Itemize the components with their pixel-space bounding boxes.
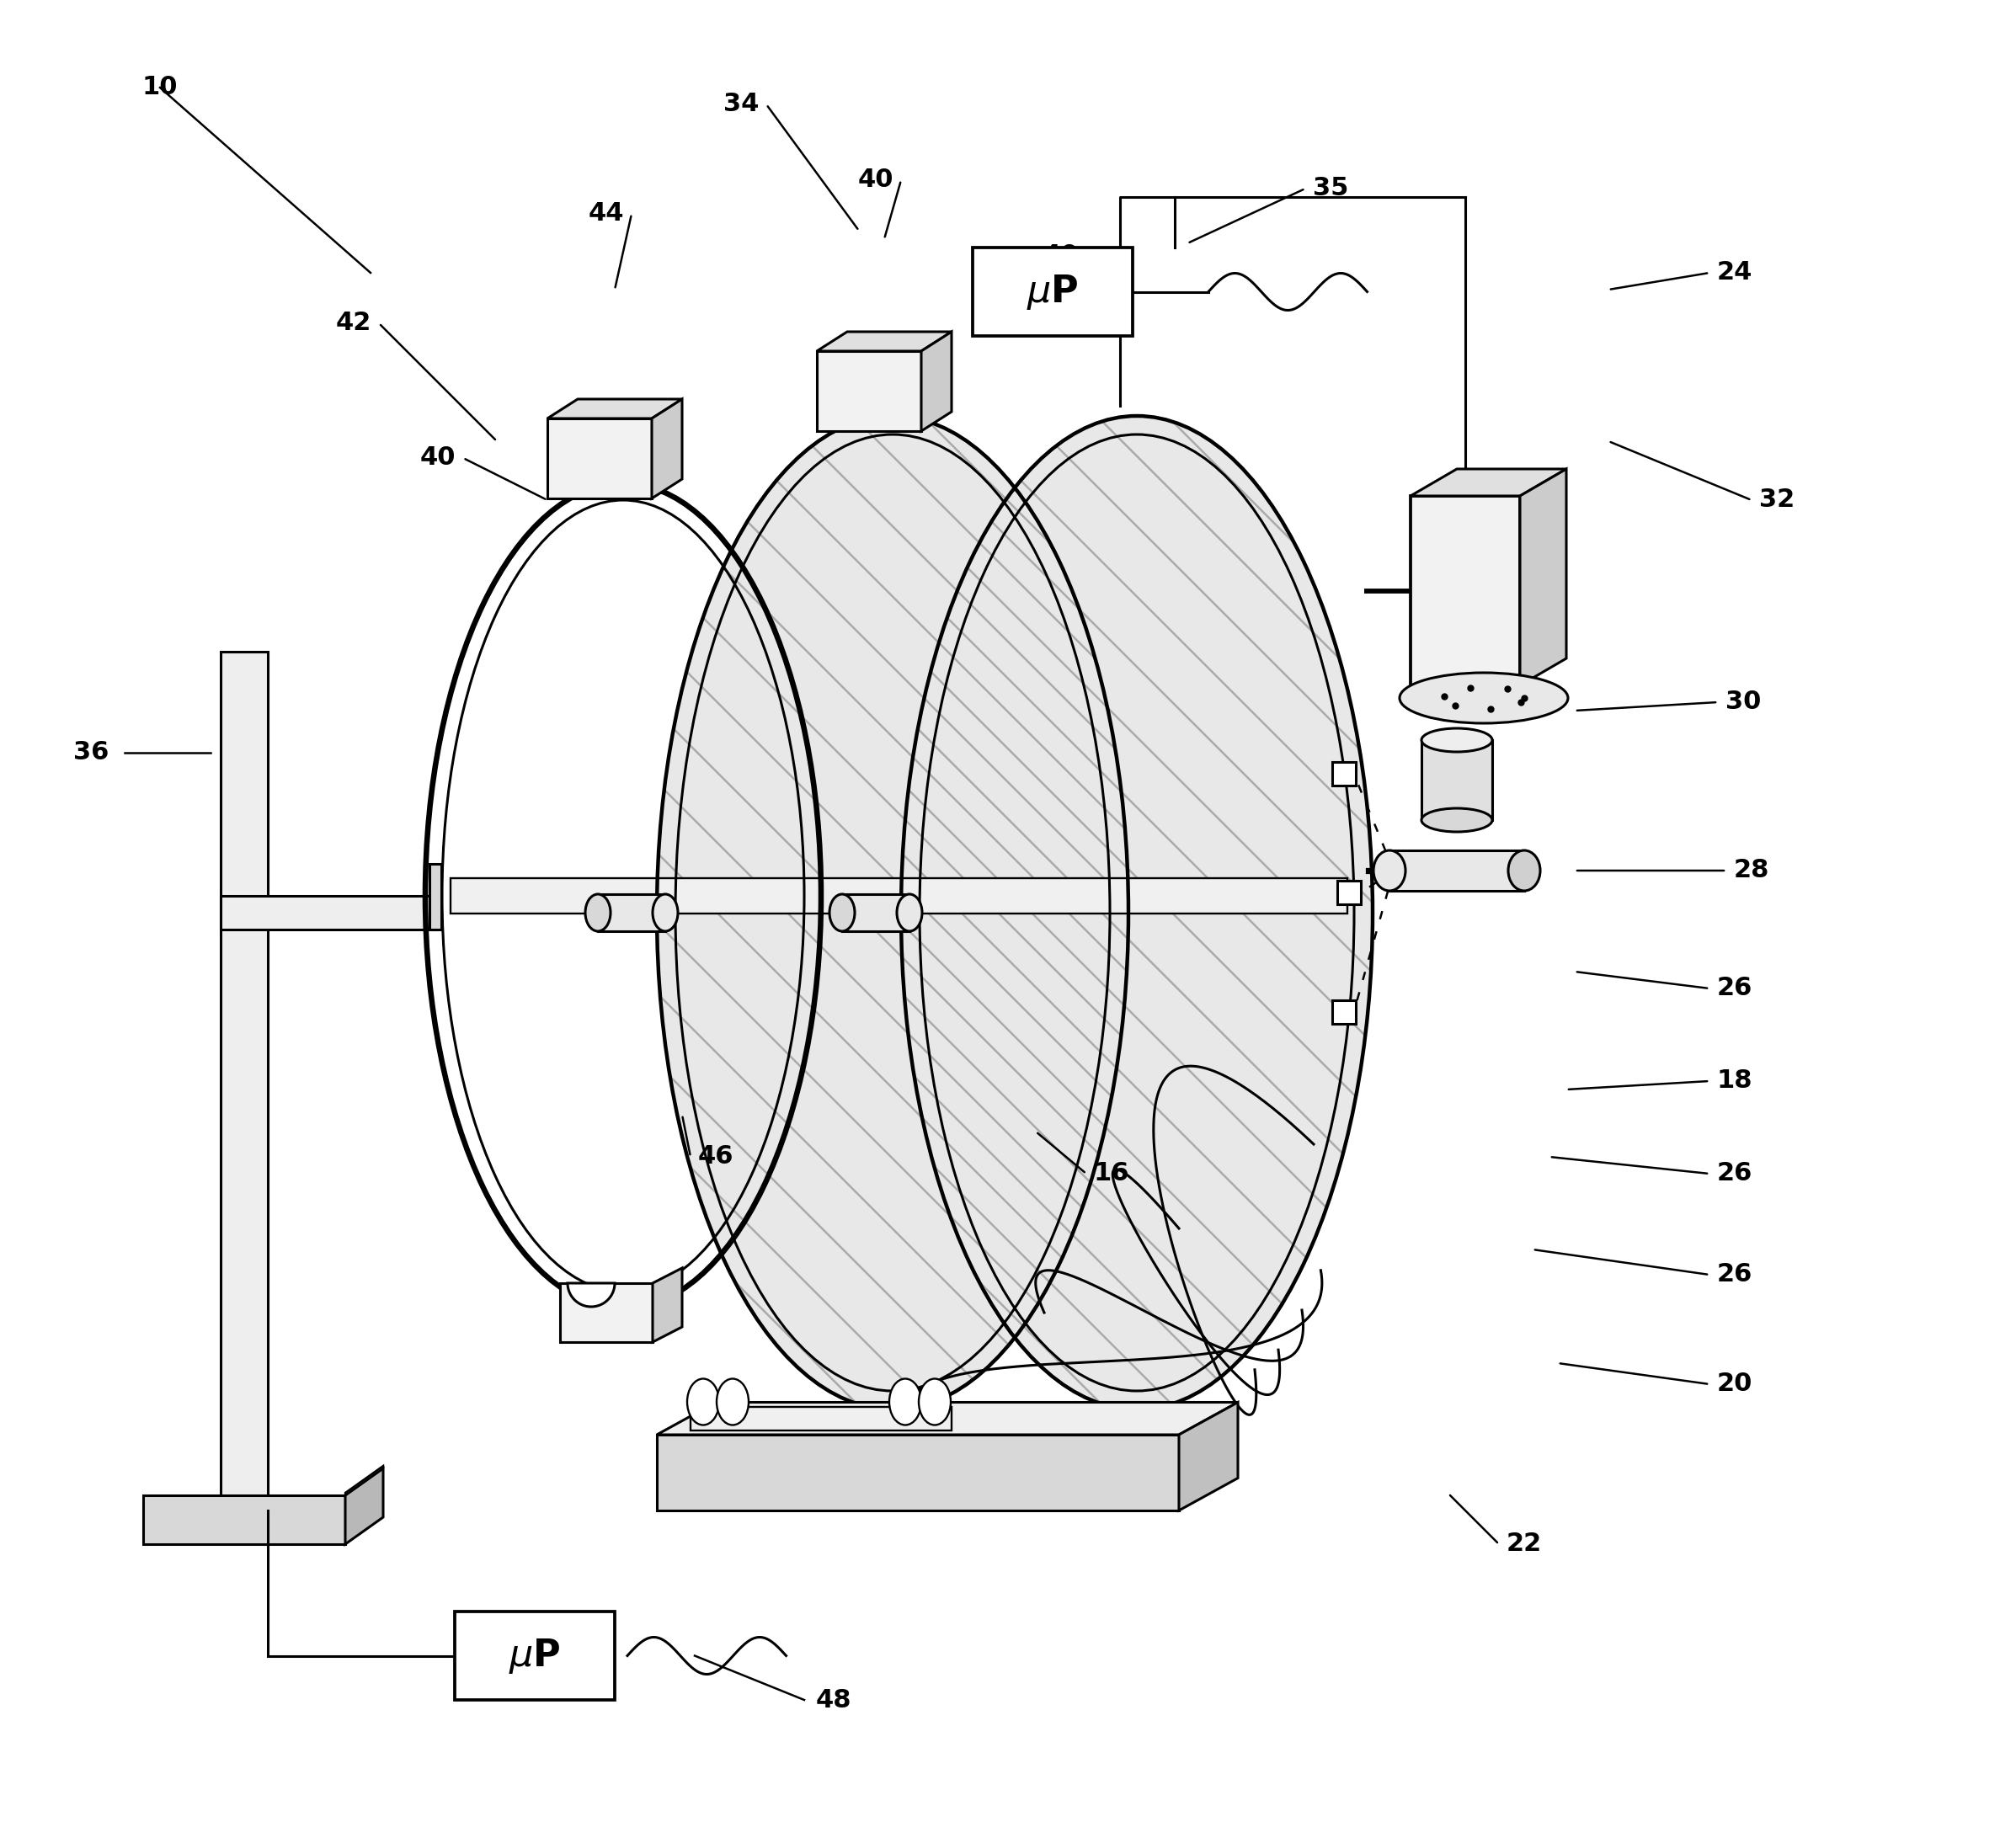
Ellipse shape <box>1421 729 1492 752</box>
Ellipse shape <box>716 1379 748 1425</box>
Text: 10: 10 <box>141 75 177 100</box>
Text: $\mu$P: $\mu$P <box>1026 271 1079 312</box>
Polygon shape <box>653 1268 681 1343</box>
Text: 18: 18 <box>1718 1070 1752 1093</box>
Bar <box>429 864 442 929</box>
Text: 26: 26 <box>1718 1263 1752 1286</box>
Text: 16: 16 <box>1095 1161 1129 1186</box>
Polygon shape <box>816 332 952 352</box>
Text: $\mu$P: $\mu$P <box>508 1636 560 1674</box>
Bar <box>560 1283 653 1343</box>
Text: 48: 48 <box>816 1687 851 1713</box>
Bar <box>220 652 268 1510</box>
Text: 36: 36 <box>73 740 109 765</box>
Bar <box>1333 1000 1357 1024</box>
Bar <box>816 352 921 432</box>
Polygon shape <box>921 332 952 432</box>
Polygon shape <box>1411 468 1566 496</box>
Text: 28: 28 <box>1734 858 1770 884</box>
Ellipse shape <box>829 895 855 931</box>
Polygon shape <box>569 1283 615 1306</box>
Ellipse shape <box>901 415 1373 1410</box>
Polygon shape <box>651 399 681 499</box>
Text: 40: 40 <box>1042 244 1079 268</box>
Bar <box>599 895 665 931</box>
Text: 44: 44 <box>589 202 625 226</box>
Text: 34: 34 <box>724 93 758 117</box>
Text: 30: 30 <box>1726 691 1762 714</box>
Bar <box>548 419 651 499</box>
Ellipse shape <box>1508 851 1540 891</box>
Bar <box>657 1434 1179 1510</box>
Ellipse shape <box>1421 809 1492 833</box>
Text: 24: 24 <box>1718 261 1752 284</box>
Bar <box>1389 851 1524 891</box>
Text: 20: 20 <box>1718 1372 1752 1396</box>
Bar <box>456 1611 615 1700</box>
Polygon shape <box>657 1403 1238 1434</box>
Polygon shape <box>345 1467 383 1496</box>
Polygon shape <box>345 1469 383 1545</box>
Text: 32: 32 <box>1760 488 1794 512</box>
Bar <box>143 1496 345 1545</box>
Ellipse shape <box>653 895 677 931</box>
Bar <box>691 1407 952 1430</box>
Polygon shape <box>1520 468 1566 685</box>
Text: 26: 26 <box>1718 977 1752 1000</box>
Text: 22: 22 <box>1506 1532 1542 1556</box>
Ellipse shape <box>897 895 921 931</box>
Text: 35: 35 <box>1312 177 1349 200</box>
Bar <box>1337 882 1361 904</box>
Bar <box>220 896 439 929</box>
Ellipse shape <box>585 895 611 931</box>
Polygon shape <box>1179 1403 1238 1510</box>
Bar <box>1421 740 1492 820</box>
Ellipse shape <box>687 1379 720 1425</box>
Ellipse shape <box>889 1379 921 1425</box>
Polygon shape <box>548 399 681 419</box>
Ellipse shape <box>1373 851 1405 891</box>
Ellipse shape <box>1399 672 1568 723</box>
Text: 42: 42 <box>337 312 371 335</box>
Bar <box>843 895 909 931</box>
Text: 40: 40 <box>859 168 893 193</box>
Text: 26: 26 <box>1718 1161 1752 1186</box>
Ellipse shape <box>657 415 1129 1410</box>
Bar <box>1333 762 1357 785</box>
Ellipse shape <box>919 1379 952 1425</box>
Bar <box>1411 496 1520 685</box>
Text: 46: 46 <box>698 1144 734 1170</box>
Bar <box>450 878 1347 913</box>
Text: 40: 40 <box>419 446 456 470</box>
Bar <box>972 248 1133 335</box>
